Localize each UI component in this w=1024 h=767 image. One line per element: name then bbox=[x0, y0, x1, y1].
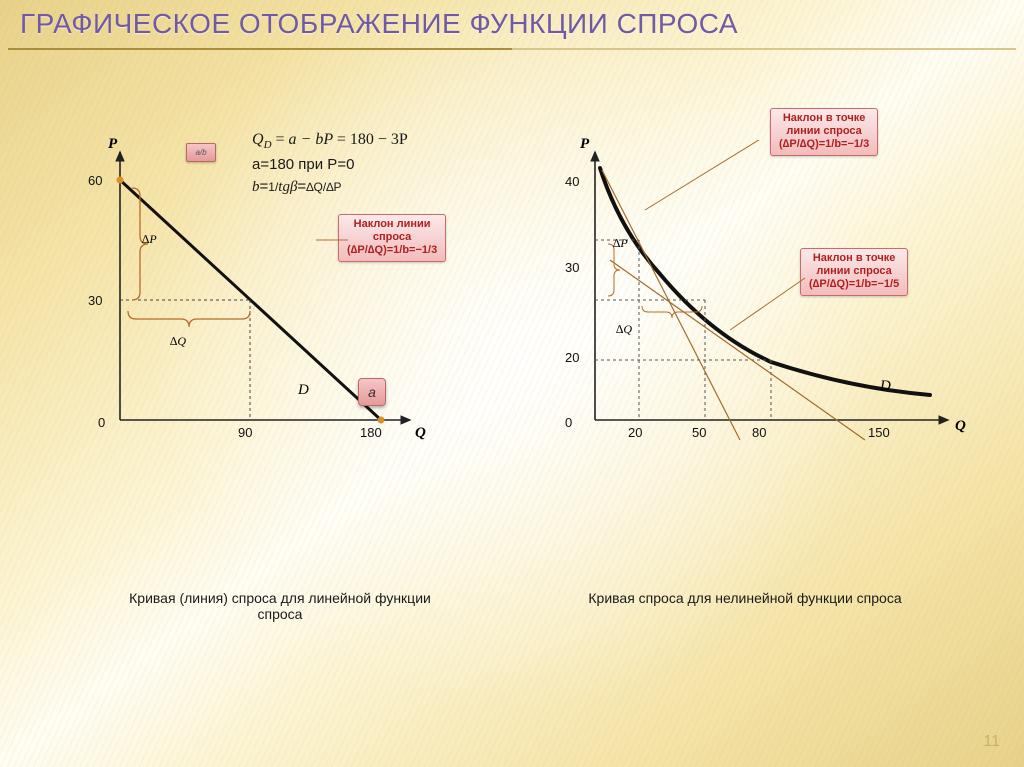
right-q20: 20 bbox=[628, 425, 642, 440]
left-dQ: ∆Q bbox=[170, 334, 186, 349]
right-dP: ∆P bbox=[613, 236, 628, 251]
title-bar: Графическое отображение функции спроса bbox=[8, 8, 1016, 50]
badge-a: a bbox=[358, 378, 386, 406]
caption-right: Кривая спроса для нелинейной функции спр… bbox=[560, 590, 930, 606]
page-number: 11 bbox=[983, 733, 1000, 751]
right-p40: 40 bbox=[565, 174, 579, 189]
slide-title: Графическое отображение функции спроса bbox=[8, 8, 1016, 40]
left-p30: 30 bbox=[88, 293, 102, 308]
right-q50: 50 bbox=[692, 425, 706, 440]
axis-Q-left: Q bbox=[415, 425, 426, 442]
slide: Графическое отображение функции спроса Q… bbox=[0, 0, 1024, 767]
left-origin: 0 bbox=[98, 415, 105, 430]
right-p30: 30 bbox=[565, 260, 579, 275]
left-chart bbox=[80, 140, 440, 460]
caption-left: Кривая (линия) спроса для линейной функц… bbox=[120, 590, 440, 622]
left-q180: 180 bbox=[360, 425, 382, 440]
right-p20: 20 bbox=[565, 350, 579, 365]
left-p60: 60 bbox=[88, 173, 102, 188]
right-D: D bbox=[880, 378, 891, 395]
right-origin: 0 bbox=[565, 415, 572, 430]
axis-Q-right: Q bbox=[955, 418, 966, 435]
left-dP: ∆P bbox=[142, 232, 157, 247]
left-q90: 90 bbox=[238, 425, 252, 440]
right-q150: 150 bbox=[868, 425, 890, 440]
right-dQ: ∆Q bbox=[616, 322, 632, 337]
left-D: D bbox=[298, 382, 309, 399]
axis-P-left: P bbox=[108, 136, 117, 153]
axis-P-right: P bbox=[580, 136, 589, 153]
right-chart bbox=[550, 140, 980, 460]
right-q80: 80 bbox=[752, 425, 766, 440]
